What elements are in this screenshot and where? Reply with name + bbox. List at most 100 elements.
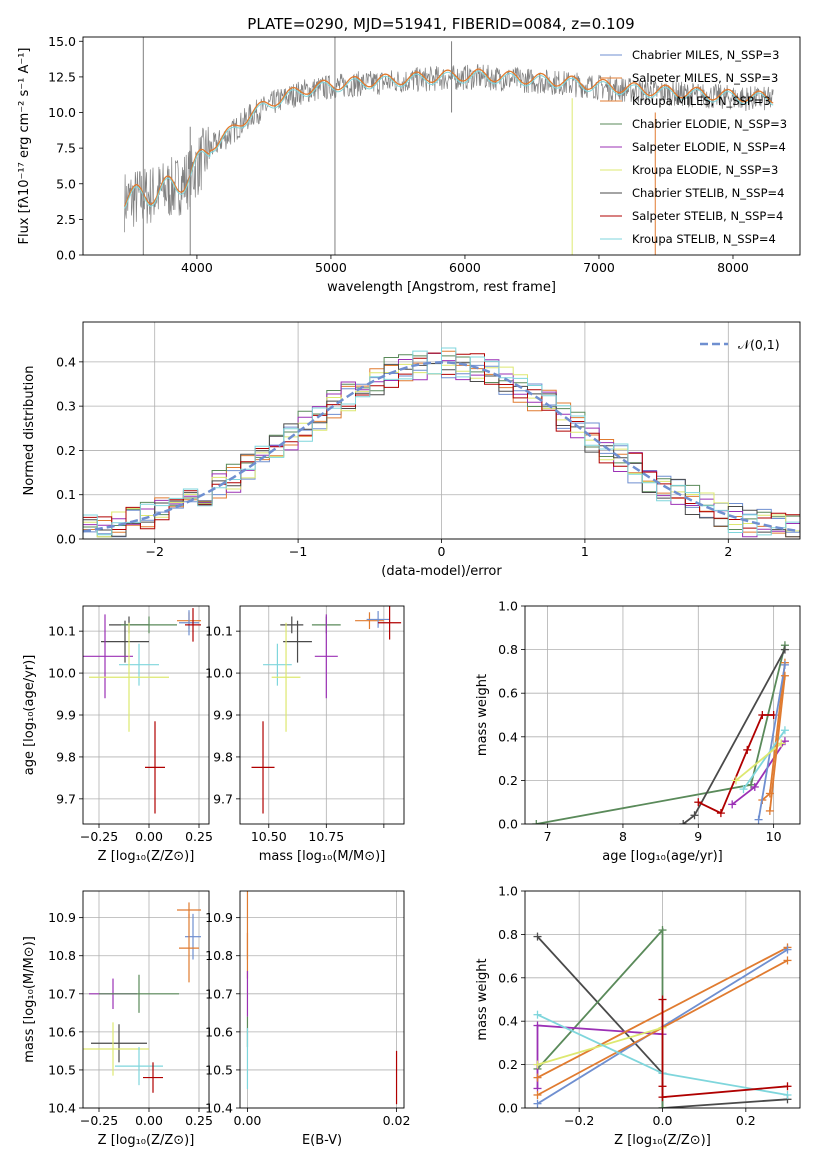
- y-tick-label: 2.5: [56, 212, 76, 227]
- histogram-step-line: [83, 347, 800, 538]
- y-tick-label: 10.8: [205, 948, 233, 963]
- x-axis-label: wavelength [Angstrom, rest frame]: [327, 280, 556, 295]
- legend-label: Salpeter STELIB, N_SSP=4: [632, 209, 783, 223]
- y-tick-label: 0.0: [56, 532, 76, 547]
- y-axis-label: Flux [fλ10⁻¹⁷ erg cm⁻² s⁻¹ A⁻¹]: [17, 48, 32, 245]
- axes-frame: [82, 36, 801, 256]
- y-tick-label: 10.0: [48, 105, 76, 120]
- chart-mass_vs_EBV: 0.00 0.02 10.4 10.5 10.6 10.7 10.8 10.9 E(B-V): [205, 890, 410, 1148]
- y-tick-label: 10.9: [205, 910, 233, 925]
- x-tick-label: 0.25: [185, 1113, 213, 1128]
- x-tick-label: 10: [766, 829, 782, 844]
- y-axis-label: age [log₁₀(age/yr)]: [22, 655, 37, 776]
- y-tick-label: 10.9: [48, 910, 76, 925]
- x-tick-label: 6000: [449, 260, 481, 275]
- plot-area: [251, 606, 402, 814]
- x-axis-label: mass [log₁₀(M/M⊙)]: [259, 849, 386, 864]
- axes-frame: [82, 321, 801, 540]
- y-tick-label: 0.0: [56, 248, 76, 263]
- x-tick-label: 10.50: [251, 829, 287, 844]
- y-tick-label: 10.6: [205, 1024, 233, 1039]
- x-tick-label: 0.00: [135, 1113, 163, 1128]
- legend-label: Chabrier STELIB, N_SSP=4: [632, 186, 784, 200]
- y-tick-label: 0.4: [498, 729, 518, 744]
- x-tick-label: 0: [438, 544, 446, 559]
- y-tick-label: 10.6: [48, 1024, 76, 1039]
- axes-frame: [239, 890, 405, 1109]
- y-tick-label: 10.0: [48, 666, 76, 681]
- y-tick-label: 10.1: [205, 624, 233, 639]
- x-tick-label: 0.2: [736, 1113, 756, 1128]
- y-tick-label: 10.0: [205, 666, 233, 681]
- y-tick-label: 12.5: [48, 69, 76, 84]
- x-tick-label: 8: [619, 829, 627, 844]
- chart-age_vs_Z: −0.25 0.00 0.25 9.7 9.8 9.9 10.0 10.1 Z [log₁₀(Z…: [22, 605, 213, 864]
- y-tick-label: 0.3: [56, 399, 76, 414]
- y-tick-label: 0.6: [498, 686, 518, 701]
- plot-area: [83, 347, 800, 538]
- mass-weight-line: [537, 1026, 663, 1066]
- y-tick-label: 9.7: [213, 791, 233, 806]
- y-tick-label: 10.7: [48, 986, 76, 1001]
- legend-label: Salpeter MILES, N_SSP=3: [632, 71, 778, 85]
- x-axis-label: Z [log₁₀(Z/Z⊙)]: [98, 849, 195, 864]
- y-tick-label: 1.0: [498, 884, 518, 899]
- legend-label: Salpeter ELODIE, N_SSP=4: [632, 140, 786, 154]
- legend-label: 𝒩(0,1): [738, 337, 780, 352]
- chart-weight_vs_age: 7 8 9 10 0.0 0.2 0.4 0.6 0.8 1.0 age [log₁₀(age/yr…: [475, 599, 801, 864]
- x-tick-label: 1: [581, 544, 589, 559]
- chart-spectrum: 4000 5000 6000 7000 8000 0.0 2.5 5.0 7.5 10.0 12.5…: [17, 34, 801, 295]
- x-tick-label: 0.0: [653, 1113, 673, 1128]
- plot-area: [83, 902, 201, 1093]
- y-tick-label: 0.8: [498, 642, 518, 657]
- y-axis-label: mass weight: [475, 958, 490, 1040]
- x-axis-label: E(B-V): [302, 1133, 342, 1148]
- axes-frame: [82, 605, 210, 825]
- x-tick-label: −0.25: [80, 1113, 118, 1128]
- y-tick-label: 7.5: [56, 141, 76, 156]
- mass-weight-line: [536, 644, 786, 824]
- plot-area: [533, 926, 792, 1108]
- mass-weight-line: [661, 999, 788, 1099]
- x-tick-label: −1: [289, 544, 307, 559]
- legend-label: Kroupa STELIB, N_SSP=4: [632, 232, 776, 246]
- x-tick-label: 5000: [315, 260, 347, 275]
- x-tick-label: −0.25: [80, 829, 118, 844]
- x-tick-label: 10.75: [308, 829, 344, 844]
- chart-age_vs_mass: 10.50 10.75 9.7 9.8 9.9 10.0 10.1 mass [log₁₀(M…: [205, 605, 405, 864]
- y-tick-label: 1.0: [498, 599, 518, 614]
- x-tick-label: −2: [145, 544, 163, 559]
- mass-weight-line: [757, 664, 786, 820]
- y-axis-label: Normed distribution: [22, 366, 37, 496]
- chart-mass_vs_Z: −0.25 0.00 0.25 10.4 10.5 10.6 10.7 10.8 10.9 Z […: [22, 890, 213, 1148]
- x-tick-label: 0.00: [234, 1113, 262, 1128]
- x-tick-label: 7000: [583, 260, 615, 275]
- legend-label: Chabrier ELODIE, N_SSP=3: [632, 117, 787, 131]
- y-tick-label: 0.1: [56, 487, 76, 502]
- y-tick-label: 9.8: [56, 749, 76, 764]
- x-tick-label: 2: [724, 544, 732, 559]
- y-tick-label: 9.9: [213, 708, 233, 723]
- y-tick-label: 0.2: [498, 773, 518, 788]
- y-axis-label: mass [log₁₀(M/M⊙)]: [22, 936, 37, 1063]
- y-tick-label: 10.4: [205, 1101, 233, 1116]
- x-axis-label: (data-model)/error: [381, 564, 502, 579]
- y-tick-label: 9.7: [56, 791, 76, 806]
- x-tick-label: 0.25: [185, 829, 213, 844]
- x-tick-label: 8000: [717, 260, 749, 275]
- y-tick-label: 0.4: [56, 354, 76, 369]
- x-axis-label: age [log₁₀(age/yr)]: [602, 849, 723, 864]
- axes-frame: [82, 890, 210, 1109]
- x-tick-label: 4000: [181, 260, 213, 275]
- legend-label: Kroupa ELODIE, N_SSP=3: [632, 163, 778, 177]
- y-tick-label: 0.8: [498, 927, 518, 942]
- legend-label: Kroupa MILES, N_SSP=3: [632, 94, 771, 108]
- y-tick-label: 9.8: [213, 749, 233, 764]
- x-tick-label: 7: [544, 829, 552, 844]
- spectrum-model-line: [124, 70, 774, 209]
- y-tick-label: 10.5: [48, 1062, 76, 1077]
- plot-area: [123, 37, 774, 255]
- y-tick-label: 0.4: [498, 1014, 518, 1029]
- y-tick-label: 10.1: [48, 624, 76, 639]
